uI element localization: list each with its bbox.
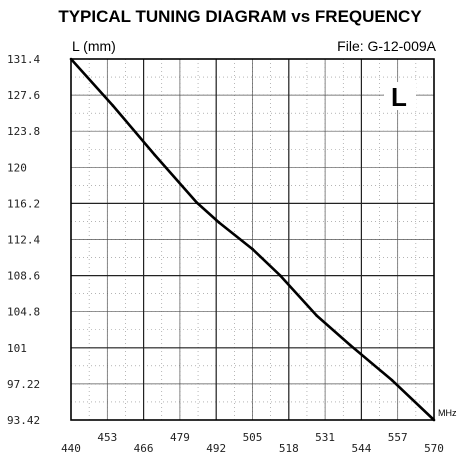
x-tick-label-top: 453 <box>97 431 117 444</box>
y-tick-label: 123.8 <box>7 125 40 138</box>
series-letter: L <box>391 82 407 112</box>
x-tick-label-top: 479 <box>170 431 190 444</box>
data-point <box>432 418 436 422</box>
data-point <box>390 378 394 382</box>
data-point <box>69 57 73 61</box>
y-tick-label: 104.8 <box>7 306 40 319</box>
x-tick-label-bottom: 466 <box>134 442 154 455</box>
y-tick-label: 116.2 <box>7 197 40 210</box>
file-label: File: G-12-009A <box>337 38 436 54</box>
x-unit-label: MHz <box>438 408 457 418</box>
data-point <box>348 343 352 347</box>
data-point <box>251 247 254 251</box>
y-tick-label: 131.4 <box>7 53 40 66</box>
x-tick-label-bottom: 570 <box>424 442 444 455</box>
y-tick-label: 108.6 <box>7 270 40 283</box>
data-point <box>279 274 282 278</box>
x-tick-label-top: 557 <box>388 431 408 444</box>
x-tick-label-bottom: 518 <box>279 442 299 455</box>
data-point <box>111 104 115 107</box>
data-point <box>195 201 198 204</box>
y-tick-label: 97.22 <box>7 378 40 391</box>
series-letter-box <box>384 82 416 110</box>
x-tick-label-bottom: 440 <box>61 442 81 455</box>
y-tick-label: 127.6 <box>7 89 40 102</box>
chart-title: TYPICAL TUNING DIAGRAM vs FREQUENCY <box>58 7 422 26</box>
plot-frame <box>70 58 435 421</box>
x-tick-label-top: 505 <box>243 431 263 444</box>
data-point <box>217 221 221 224</box>
x-tick-label-top: 531 <box>315 431 335 444</box>
grid <box>70 58 435 421</box>
data-point <box>315 314 319 317</box>
x-tick-label-bottom: 492 <box>206 442 226 455</box>
y-tick-label: 93.42 <box>7 414 40 427</box>
series <box>69 57 436 422</box>
y-tick-label: 120 <box>7 161 27 174</box>
y-axis-label: L (mm) <box>72 38 116 54</box>
axis-labels: 131.4 127.6 123.8 120 116.2 112.4 108.6 104.8 10… <box>7 53 444 455</box>
y-tick-label: 112.4 <box>7 234 40 247</box>
y-tick-label: 101 <box>7 342 27 355</box>
data-point <box>153 153 157 157</box>
x-tick-label-bottom: 544 <box>351 442 371 455</box>
